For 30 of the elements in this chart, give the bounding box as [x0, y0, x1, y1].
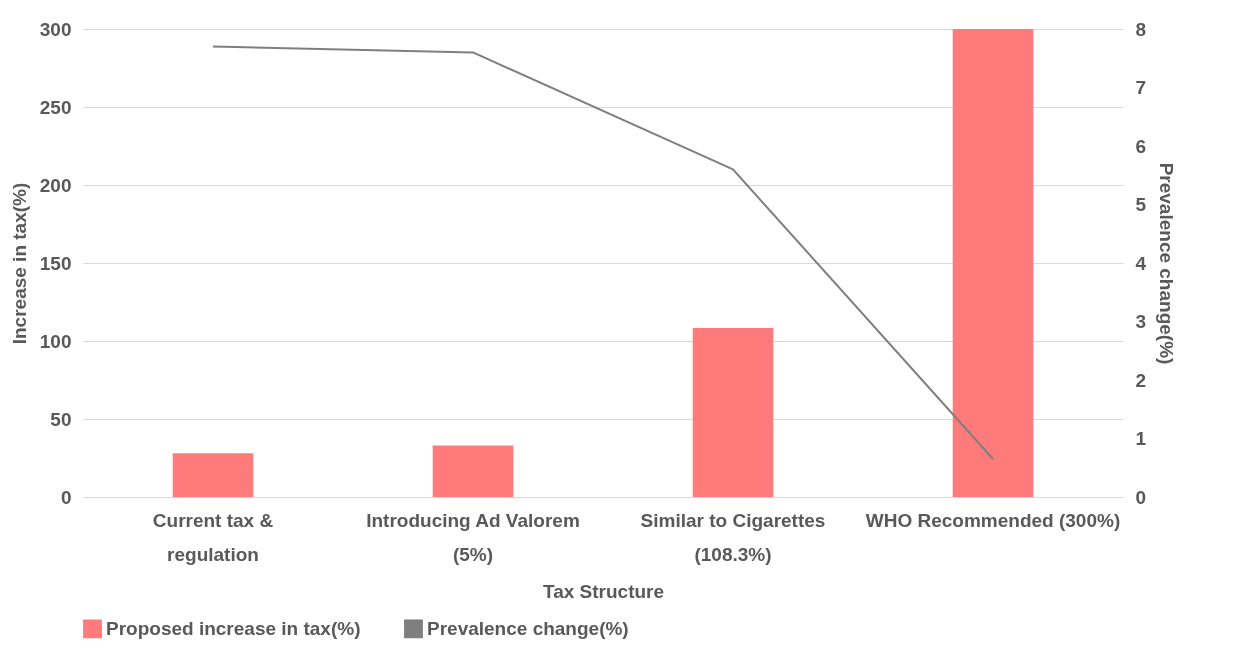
y-tick-label: 150 [39, 252, 72, 274]
legend-label: Prevalence change(%) [427, 617, 629, 639]
line-series [212, 45, 994, 460]
x-tick-label: Similar to Cigarettes (108.3%) [640, 509, 826, 565]
x-tick-label: Current tax & regulation [152, 509, 274, 565]
bar [692, 328, 774, 497]
x-tick-label: Introducing Ad Valorem (5%) [366, 509, 580, 565]
y-axis-title: Increase in tax(%) [8, 182, 30, 345]
y-tick-label: 100 [39, 330, 72, 352]
bar [952, 29, 1034, 497]
y2-tick-label: 0 [1135, 486, 1147, 508]
y2-tick-label: 3 [1135, 311, 1147, 332]
bar [172, 453, 254, 497]
y-tick-label: 0 [60, 486, 72, 508]
y2-tick-label: 2 [1135, 369, 1147, 391]
y2-tick-label: 8 [1135, 18, 1147, 40]
y-tick-label: 250 [39, 96, 72, 118]
bar [432, 445, 514, 497]
y2-tick-label: 4 [1135, 252, 1147, 274]
y2-tick-label: 7 [1135, 77, 1147, 98]
y2-tick-label: 6 [1135, 135, 1147, 157]
y2-axis-title: Prevalence change(%) [1156, 162, 1178, 365]
legend-label: Proposed increase in tax(%) [106, 617, 361, 639]
y2-tick-label: 1 [1135, 428, 1147, 449]
x-tick-label: WHO Recommended (300%) [865, 509, 1121, 531]
x-axis-title: Tax Structure [542, 580, 665, 602]
y2-tick-label: 5 [1135, 194, 1147, 215]
y-tick-label: 50 [50, 408, 72, 430]
y-tick-label: 200 [39, 174, 72, 196]
y-tick-label: 300 [39, 18, 72, 40]
